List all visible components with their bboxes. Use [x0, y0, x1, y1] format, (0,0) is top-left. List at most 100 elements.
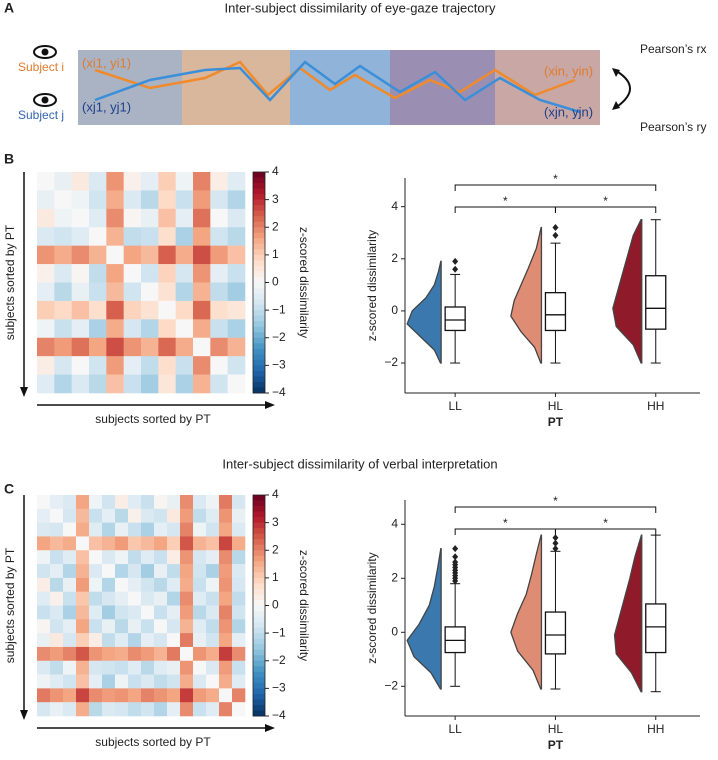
- heatmap-cell: [102, 508, 116, 523]
- heatmap-cell: [102, 605, 116, 620]
- heatmap-cell: [54, 264, 72, 283]
- heatmap-cell: [128, 674, 142, 689]
- colorbar-segment: [253, 682, 265, 689]
- heatmap-cell: [54, 337, 72, 357]
- heatmap-cell: [180, 605, 194, 620]
- coord-label: (xin, yin): [544, 63, 593, 78]
- heatmap-cell: [76, 522, 90, 537]
- heatmap-cell: [210, 227, 228, 246]
- heatmap-cell: [50, 591, 64, 606]
- heatmap-cell: [193, 374, 211, 394]
- heatmap-cell: [115, 633, 129, 648]
- colorbar-tick-label: −4: [272, 385, 286, 399]
- colorbar-tick-label: −4: [272, 708, 286, 722]
- arrowheads: [612, 68, 620, 110]
- heatmap-cell: [232, 495, 246, 510]
- x-tick-label: HL: [548, 722, 564, 736]
- heatmap-cell: [141, 374, 159, 394]
- eye-icon: [33, 45, 57, 59]
- box: [444, 306, 466, 332]
- heatmap-cell: [102, 646, 116, 662]
- heatmap-cell: [180, 674, 194, 689]
- heatmap-cell: [123, 245, 142, 265]
- colorbar-segment: [253, 260, 265, 267]
- colorbar-tick-label: 3: [272, 515, 279, 529]
- heatmap-cell: [89, 550, 103, 565]
- heatmap-cell: [115, 591, 129, 606]
- heatmap-cell: [193, 208, 211, 228]
- heatmap-cell: [89, 522, 103, 537]
- y-tick-label: −2: [384, 355, 398, 369]
- heatmap-cell: [106, 208, 124, 228]
- heatmap-cell: [206, 536, 220, 551]
- colorbar-tick-label: 4: [272, 487, 279, 501]
- heatmap-cell: [193, 245, 211, 265]
- x-tick-label: HH: [647, 399, 664, 413]
- gaze-i: [94, 60, 576, 100]
- heatmap-cell: [71, 190, 90, 210]
- heatmap-cell: [76, 577, 90, 592]
- heatmap-cell: [193, 227, 211, 246]
- frame: [495, 50, 600, 125]
- heatmap-cell: [89, 208, 107, 228]
- heatmap-cell: [63, 508, 77, 523]
- heatmap-cell: [167, 550, 181, 565]
- colorbar-segment: [253, 649, 265, 656]
- heatmap-cell: [128, 702, 142, 717]
- heatmap-cell: [167, 674, 181, 689]
- heatmap-cell: [37, 633, 51, 648]
- x-tick-label: LL: [448, 399, 462, 413]
- colorbar-segment: [253, 583, 265, 590]
- heatmap-cell: [193, 300, 211, 320]
- colorbar-segment: [253, 599, 265, 606]
- heatmap-cell: [175, 282, 194, 302]
- heatmap-cell: [63, 536, 77, 551]
- colorbar-segment: [253, 528, 265, 535]
- heatmap-cell: [219, 660, 233, 675]
- heatmap-cell: [141, 688, 155, 703]
- subject-label: Subject j: [18, 108, 64, 122]
- subject-label: Subject i: [18, 60, 64, 74]
- heatmap-cell: [123, 337, 142, 357]
- heatmap-cell: [76, 550, 90, 565]
- colorbar-tick-label: −2: [272, 330, 286, 344]
- x-tick-label: LL: [448, 722, 462, 736]
- heatmap-cell: [89, 337, 107, 357]
- colorbar-segment: [253, 522, 265, 529]
- colorbar-tick-label: −1: [272, 302, 286, 316]
- heatmap-cell: [175, 227, 194, 246]
- heatmap-cell: [167, 702, 181, 717]
- heatmap-cell: [63, 550, 77, 565]
- box: [544, 292, 567, 332]
- heatmap-cell: [154, 522, 168, 537]
- colorbar-segment: [253, 517, 265, 524]
- heatmap-cell: [175, 208, 194, 228]
- colorbar-segment: [253, 249, 265, 256]
- heatmap-cell: [154, 688, 168, 703]
- heatmap-cell: [167, 605, 181, 620]
- heatmap-cell: [71, 264, 90, 283]
- heatmap-cell: [89, 227, 107, 246]
- colorbar-segment: [253, 276, 265, 283]
- colorbar-segment: [253, 533, 265, 540]
- colorbar-segment: [253, 627, 265, 634]
- heatmap-cell: [71, 172, 90, 191]
- heatmap-cell: [63, 591, 77, 606]
- heatmap-cell: [210, 356, 228, 375]
- half-violin: [612, 219, 643, 364]
- heatmap-cell: [63, 660, 77, 675]
- heatmap-cell: [63, 577, 77, 592]
- heatmap-cell: [37, 508, 51, 523]
- heatmap-cell: [175, 319, 194, 339]
- heatmap-cell: [128, 495, 142, 510]
- heatmap-cell: [193, 522, 207, 537]
- heatmap-cell: [232, 564, 246, 579]
- colorbar-segment: [253, 227, 265, 234]
- colorbar-segment: [253, 205, 265, 212]
- heatmap-cell: [50, 674, 64, 689]
- heatmap-cell: [71, 337, 90, 357]
- outlier: [452, 545, 459, 553]
- heatmap-cell: [180, 536, 194, 551]
- heatmap-cell: [115, 688, 129, 703]
- colorbar-tick-label: −2: [272, 653, 286, 667]
